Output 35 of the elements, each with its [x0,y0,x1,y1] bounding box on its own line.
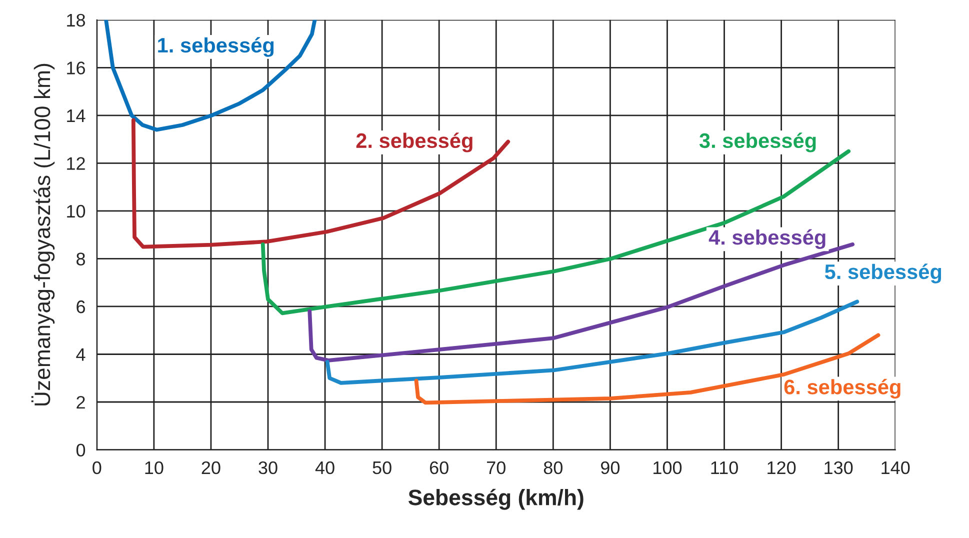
x-tick-label: 20 [202,461,220,474]
x-tick-label: 120 [768,461,796,474]
y-tick-label: 12 [67,157,85,170]
y-tick-label: 2 [76,396,85,409]
x-tick-label: 100 [654,461,682,474]
y-tick-label: 14 [67,110,86,122]
x-tick-label: 80 [544,461,562,474]
y-tick-label: 4 [76,348,86,361]
y-tick-label: 16 [67,62,85,74]
x-axis-title: Sebesség (km/h) [408,488,584,510]
x-tick-label: 10 [145,461,164,474]
y-tick-label: 0 [76,444,86,456]
series-label: 1. sebesség [158,37,274,57]
y-tick-label: 6 [76,300,85,314]
x-tick-label: 90 [601,461,620,474]
series-label: 2. sebesség [356,132,472,152]
series-label: 5. sebesség [824,264,942,284]
series-label: 3. sebesség [699,132,816,152]
x-tick-label: 70 [487,461,506,474]
x-tick-label: 50 [372,461,392,474]
x-tick-label: 30 [258,461,278,474]
y-tick-label: 10 [67,204,86,218]
series-label: 4. sebesség [708,229,826,249]
series-label: 6. sebesség [784,378,900,399]
x-tick-label: 60 [430,461,448,474]
y-axis-title: Üzemanyag-fogyasztás (L/100 km) [31,64,55,406]
x-tick-label: 0 [92,461,102,474]
x-tick-label: 130 [824,461,853,474]
x-tick-label: 140 [882,461,910,474]
x-tick-label: 110 [711,461,738,474]
line-series [131,118,510,249]
y-tick-label: 18 [67,14,86,27]
x-tick-label: 40 [315,461,334,474]
line-series [104,20,317,132]
y-tick-label: 8 [76,252,86,266]
